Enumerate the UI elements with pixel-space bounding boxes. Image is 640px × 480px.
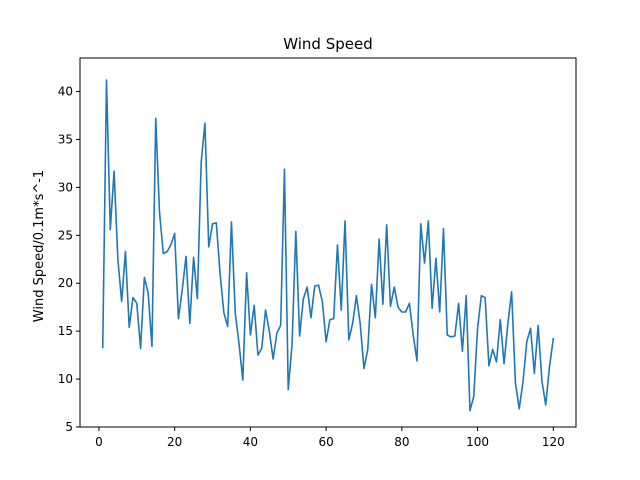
x-tick-label: 0 [95, 435, 103, 449]
y-tick-label: 35 [58, 132, 73, 146]
x-tick-label: 60 [318, 435, 333, 449]
series-line-wind-speed [101, 79, 555, 412]
x-axis-ticks: 0 20 40 60 80 100 120 [95, 427, 565, 449]
x-tick-label: 80 [394, 435, 409, 449]
y-axis-label: Wind Speed/0.1m*s^-1 [32, 170, 47, 322]
y-tick-label: 15 [58, 324, 73, 338]
plot-area-frame [79, 57, 577, 428]
x-tick-label: 100 [466, 435, 489, 449]
y-tick-label: 20 [58, 276, 73, 290]
y-tick-label: 5 [65, 420, 73, 434]
y-tick-label: 10 [58, 372, 73, 386]
x-tick-label: 40 [243, 435, 258, 449]
y-axis-ticks: 5 10 15 20 25 30 35 40 [58, 85, 80, 434]
y-tick-label: 30 [58, 180, 73, 194]
y-tick-label: 25 [58, 228, 73, 242]
x-tick-label: 20 [167, 435, 182, 449]
y-tick-label: 40 [58, 85, 73, 99]
x-tick-label: 120 [542, 435, 565, 449]
chart-title: Wind Speed [283, 35, 373, 53]
